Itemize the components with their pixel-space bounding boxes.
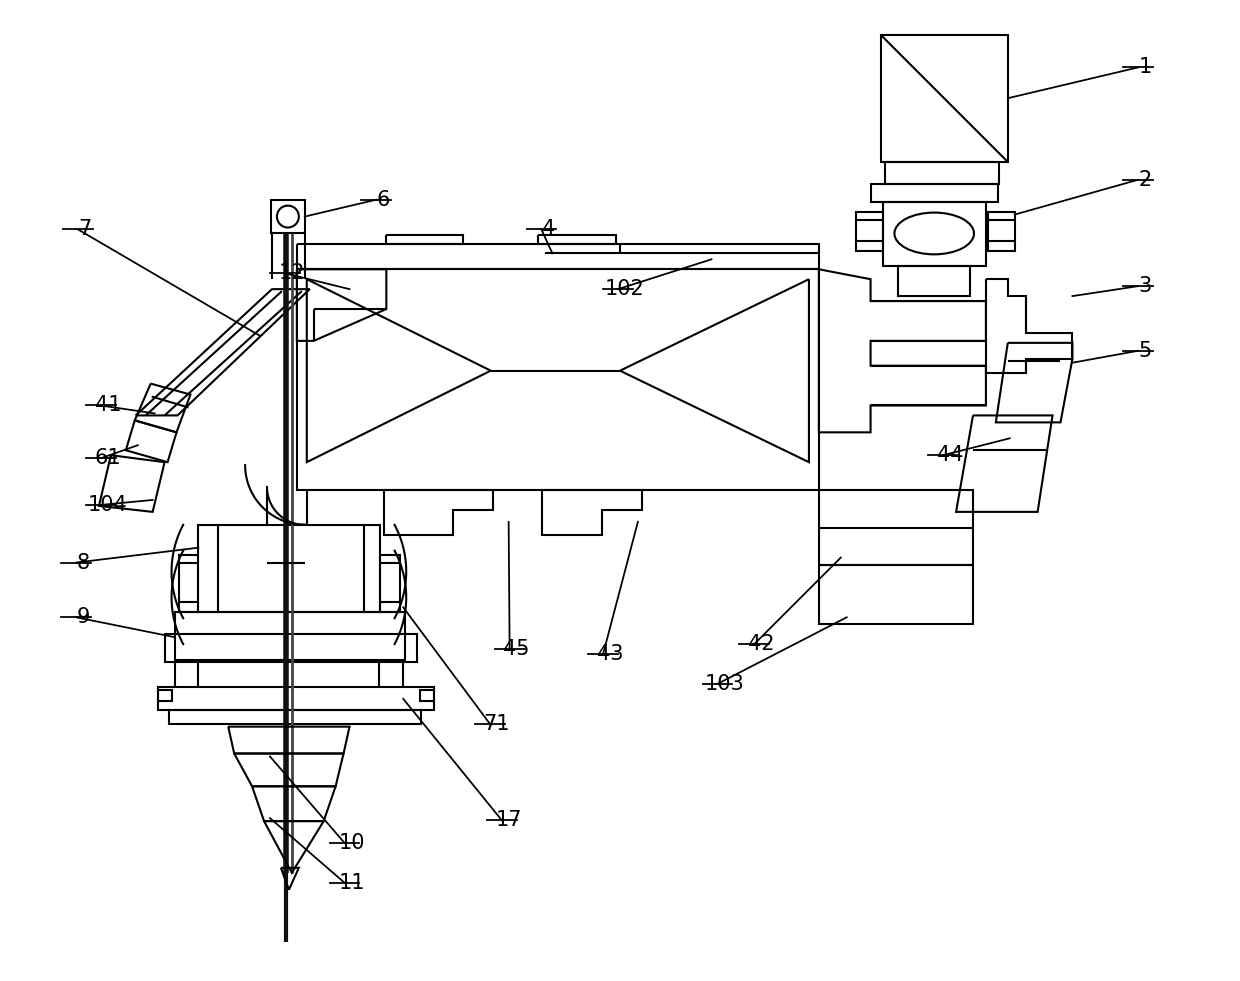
Text: 2: 2 xyxy=(1138,170,1152,189)
Text: 43: 43 xyxy=(596,645,624,664)
Text: 7: 7 xyxy=(78,220,92,239)
Text: 44: 44 xyxy=(937,445,963,465)
Text: 41: 41 xyxy=(94,395,122,416)
Text: 5: 5 xyxy=(1138,340,1152,361)
Bar xyxy=(870,183,998,202)
Bar xyxy=(899,266,970,296)
Bar xyxy=(165,634,417,662)
Bar xyxy=(157,687,434,709)
Bar xyxy=(988,212,1014,251)
Bar xyxy=(198,525,381,612)
Bar xyxy=(169,709,422,724)
Bar xyxy=(381,554,401,612)
Text: 9: 9 xyxy=(77,607,89,627)
Bar xyxy=(175,612,405,660)
Bar xyxy=(880,34,1008,162)
Text: 3: 3 xyxy=(1138,277,1152,296)
Bar xyxy=(885,162,999,183)
Text: 11: 11 xyxy=(339,873,365,893)
Bar xyxy=(179,554,198,612)
Text: 42: 42 xyxy=(748,634,775,654)
Text: 6: 6 xyxy=(377,189,391,210)
Bar xyxy=(157,690,171,700)
Text: 8: 8 xyxy=(77,552,89,573)
Text: 71: 71 xyxy=(484,713,510,734)
Text: 12: 12 xyxy=(279,263,305,284)
Bar xyxy=(883,202,986,266)
Text: 102: 102 xyxy=(605,280,645,299)
Bar xyxy=(272,200,305,233)
Text: 17: 17 xyxy=(496,810,522,830)
Text: 4: 4 xyxy=(542,220,556,239)
Text: 103: 103 xyxy=(704,674,744,694)
Bar xyxy=(856,212,883,251)
Text: 61: 61 xyxy=(94,448,122,468)
Text: 45: 45 xyxy=(503,639,529,659)
Text: 104: 104 xyxy=(88,495,128,515)
Text: 10: 10 xyxy=(339,833,365,853)
Bar xyxy=(420,690,434,700)
Text: 1: 1 xyxy=(1138,58,1152,77)
